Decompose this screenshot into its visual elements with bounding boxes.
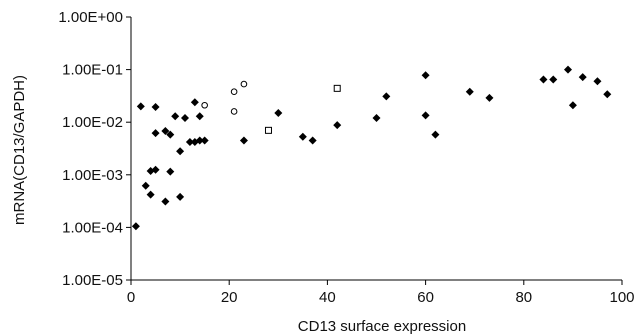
data-point-diamond: [239, 136, 248, 145]
y-tick-label: 1.00E-05: [62, 272, 123, 289]
data-point-diamond: [185, 138, 194, 147]
data-point-diamond: [195, 112, 204, 121]
data-point-diamond: [308, 136, 317, 145]
data-point-diamond: [151, 102, 160, 111]
data-point-diamond: [131, 222, 140, 231]
data-point-diamond: [603, 90, 612, 99]
data-point-diamond: [161, 127, 170, 136]
data-point-diamond: [465, 87, 474, 96]
data-point-diamond: [485, 93, 494, 102]
data-point-diamond: [549, 75, 558, 84]
x-tick-label: 40: [319, 289, 336, 306]
data-point-diamond: [166, 167, 175, 176]
data-point-diamond: [568, 101, 577, 110]
data-point-diamond: [563, 65, 572, 74]
data-point-diamond: [539, 75, 548, 84]
data-point-diamond: [151, 165, 160, 174]
data-point-diamond: [176, 192, 185, 201]
x-tick-label: 0: [127, 289, 135, 306]
x-axis-title: CD13 surface expression: [298, 318, 466, 335]
data-point-diamond: [593, 77, 602, 86]
y-tick-label: 1.00E-03: [62, 167, 123, 184]
x-tick-label: 60: [417, 289, 434, 306]
data-point-diamond: [190, 98, 199, 107]
data-point-diamond: [333, 121, 342, 130]
data-point-circle: [240, 80, 248, 88]
x-axis-ticks: 0 20 40 60 80 100: [127, 280, 635, 306]
data-point-diamond: [274, 108, 283, 117]
x-tick-label: 20: [221, 289, 238, 306]
data-point-square: [333, 84, 341, 92]
axes: [130, 17, 622, 281]
y-tick-label: 1.00E-04: [62, 219, 123, 236]
data-point-circle: [201, 101, 208, 109]
y-tick-label: 1.00E+00: [58, 9, 123, 26]
data-point-diamond: [176, 147, 185, 156]
data-point-diamond: [382, 92, 391, 101]
data-point-diamond: [421, 71, 430, 80]
x-tick-label: 80: [515, 289, 532, 306]
x-tick-label: 100: [609, 289, 634, 306]
data-points: [131, 65, 612, 231]
data-point-diamond: [431, 130, 440, 139]
data-point-diamond: [166, 130, 175, 139]
data-point-circle: [230, 88, 238, 96]
data-point-diamond: [141, 181, 150, 190]
data-point-diamond: [298, 132, 307, 141]
y-axis-title: mRNA(CD13/GAPDH): [11, 75, 28, 225]
data-point-diamond: [195, 136, 204, 145]
data-point-diamond: [421, 111, 430, 120]
y-axis-ticks: 1.00E-05 1.00E-04 1.00E-03 1.00E-02 1.00E-01…: [58, 9, 131, 289]
data-point-diamond: [161, 197, 170, 206]
data-point-diamond: [372, 114, 381, 123]
data-point-diamond: [136, 102, 145, 111]
y-tick-label: 1.00E-02: [62, 114, 123, 131]
data-point-diamond: [151, 129, 160, 138]
data-point-circle: [230, 108, 238, 115]
data-point-diamond: [200, 136, 209, 145]
data-point-diamond: [181, 114, 190, 123]
data-point-diamond: [146, 190, 155, 199]
data-point-square: [264, 126, 272, 134]
y-tick-label: 1.00E-01: [62, 62, 123, 79]
data-point-diamond: [171, 112, 180, 121]
data-point-diamond: [578, 73, 587, 82]
